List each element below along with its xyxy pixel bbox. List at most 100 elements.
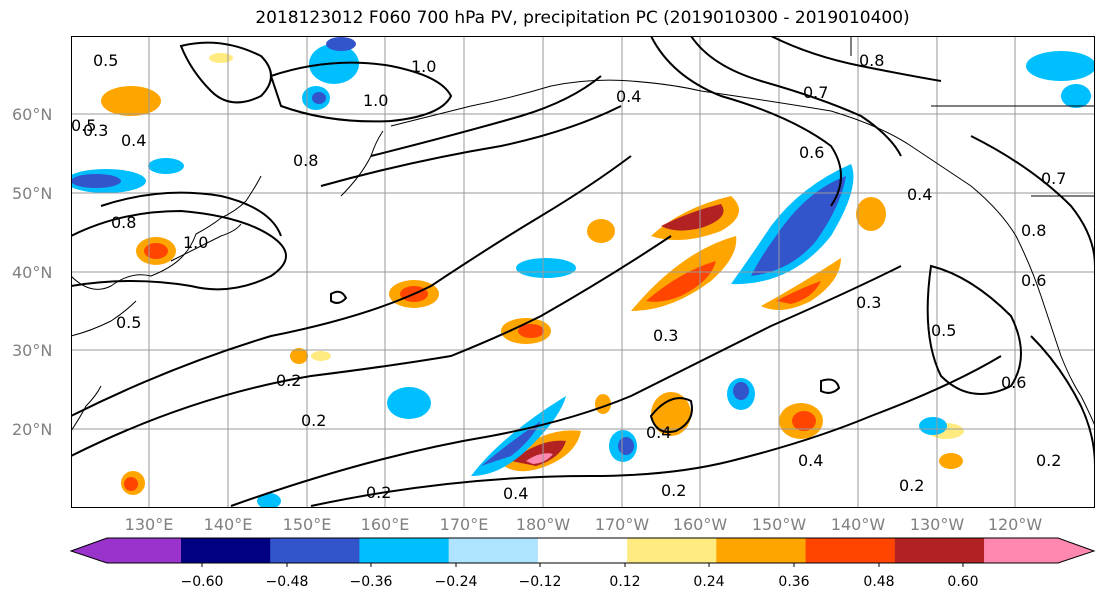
colorbar-tick-label: 0.36 (778, 574, 809, 590)
lon-label: 170°E (440, 515, 489, 534)
contour-label: 0.5 (116, 313, 141, 332)
colorbar-ticks (201, 563, 964, 567)
map-frame (71, 36, 1095, 508)
lon-label: 170°W (595, 515, 650, 534)
colorbar-tick-label: −0.36 (350, 574, 393, 590)
contour-label: 0.2 (301, 411, 326, 430)
colorbar-segments (71, 538, 1094, 563)
precip-blob (751, 176, 846, 276)
precip-blob (481, 421, 541, 466)
contour-label: 0.6 (799, 143, 824, 162)
colorbar-tick-label: 0.60 (947, 574, 978, 590)
contour-label: 0.8 (111, 213, 136, 232)
chart-title: 2018123012 F060 700 hPa PV, precipitatio… (255, 8, 910, 28)
precip-blob (776, 281, 821, 304)
precip-blob (209, 53, 233, 63)
coastlines (71, 36, 1095, 432)
contour-labels: 0.5 1.0 1.0 0.8 0.4 0.8 0.7 0.5 0.3 0.4 … (71, 51, 1066, 503)
precip-blob (71, 174, 121, 188)
contour-label: 1.0 (183, 233, 208, 252)
contour-label: 0.8 (293, 151, 318, 170)
lat-label: 40°N (12, 263, 52, 282)
precip-blob (587, 219, 615, 243)
colorbar-tick-label: −0.12 (519, 574, 562, 590)
colorbar-segment (984, 538, 1094, 563)
precip-blob (1061, 84, 1091, 108)
colorbar-segment (537, 538, 628, 563)
precip-blob (144, 243, 168, 259)
colorbar-segment (894, 538, 985, 563)
lat-label: 60°N (12, 105, 52, 124)
lon-label: 120°W (988, 515, 1043, 534)
precip-blob (761, 258, 841, 310)
precip-blob (311, 351, 331, 361)
precip-blob (939, 453, 963, 469)
lon-label: 140°W (831, 515, 886, 534)
precip-blob (1026, 51, 1095, 81)
contour-label: 0.3 (83, 121, 108, 140)
contour-label: 0.4 (646, 423, 671, 442)
lat-label: 20°N (12, 420, 52, 439)
colorbar-segment (627, 538, 717, 563)
precip-blob (518, 324, 544, 338)
colorbar-outline (69, 537, 1096, 564)
lon-label: 140°E (204, 515, 253, 534)
contour-label: 0.5 (93, 51, 118, 70)
contour-label: 0.2 (899, 476, 924, 495)
lat-label: 50°N (12, 184, 52, 203)
colorbar-tick-label: −0.24 (435, 574, 478, 590)
lon-label: 180°W (516, 515, 571, 534)
precip-blob (792, 411, 816, 431)
colorbar-tick-label: 0.24 (693, 574, 724, 590)
contour-label: 0.2 (276, 371, 301, 390)
colorbar-segment (359, 538, 450, 563)
contour-label: 0.7 (803, 83, 828, 102)
contour-label: 0.8 (859, 51, 884, 70)
contour-label: 0.6 (1021, 271, 1046, 290)
contour-label: 0.2 (366, 483, 391, 502)
contour-label: 0.5 (71, 116, 96, 135)
contour-label: 0.4 (616, 87, 641, 106)
precip-blob (101, 86, 161, 116)
map-panel: 0.5 1.0 1.0 0.8 0.4 0.8 0.7 0.5 0.3 0.4 … (71, 36, 1095, 508)
colorbar-segment (716, 538, 807, 563)
precip-blob (526, 453, 553, 464)
precip-blob (124, 477, 138, 491)
colorbar-segment (180, 538, 271, 563)
contour-label: 0.5 (931, 321, 956, 340)
precip-blob (631, 236, 737, 311)
precip-blob (733, 382, 749, 400)
precip-blob (148, 158, 184, 174)
contour-label: 0.4 (798, 451, 823, 470)
lat-label: 30°N (12, 341, 52, 360)
colorbar-segment (805, 538, 896, 563)
contour-label: 0.7 (1041, 169, 1066, 188)
colorbar-segment (270, 538, 360, 563)
lon-label: 160°E (361, 515, 410, 534)
contour-label: 0.3 (856, 293, 881, 312)
precip-blob (651, 392, 691, 436)
precip-blob (326, 37, 356, 51)
contour-label: 0.6 (1001, 373, 1026, 392)
lon-label: 150°W (752, 515, 807, 534)
lon-label: 160°W (673, 515, 728, 534)
precip-blob (856, 197, 886, 231)
colorbar-tick-label: 0.12 (609, 574, 640, 590)
colorbar-segment (71, 538, 181, 563)
lon-label: 150°E (283, 515, 332, 534)
contour-label: 0.3 (653, 326, 678, 345)
contour-label: 0.4 (121, 131, 146, 150)
lon-label: 130°W (910, 515, 965, 534)
precip-blob (387, 387, 431, 419)
precip-blob (290, 348, 308, 364)
contour-label: 0.4 (907, 185, 932, 204)
precip-blob (646, 261, 716, 302)
colorbar-segment (448, 538, 539, 563)
precip-blob (618, 437, 634, 455)
graticule (71, 36, 1095, 508)
pv-contours (71, 36, 1095, 507)
contour-label: 1.0 (363, 91, 388, 110)
contour-label: 0.4 (503, 484, 528, 503)
contour-label: 0.2 (661, 481, 686, 500)
precip-blob (516, 258, 576, 278)
